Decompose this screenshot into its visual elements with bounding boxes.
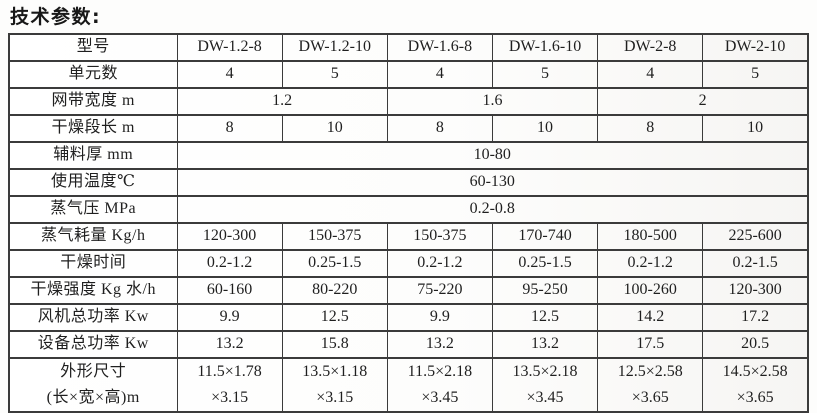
value-cell: 20.5 bbox=[702, 330, 809, 359]
table-row-drying-time: 干燥时间 0.2-1.2 0.25-1.5 0.2-1.2 0.25-1.5 0… bbox=[8, 249, 809, 278]
value-cell: 13.5×1.18 ×3.15 bbox=[281, 357, 388, 413]
value-cell: 15.8 bbox=[281, 330, 388, 359]
param-label: 干燥段长 m bbox=[8, 114, 178, 143]
value-cell: 0.2-1.2 bbox=[176, 249, 283, 278]
table-row-equipment-total-power: 设备总功率 Kw 13.2 15.8 13.2 13.2 17.5 20.5 bbox=[8, 330, 809, 359]
value-cell: 13.5×2.18 ×3.45 bbox=[491, 357, 599, 413]
value-cell: 80-220 bbox=[281, 276, 388, 305]
value-cell: 8 bbox=[386, 114, 493, 143]
value-cell: 11.5×1.78 ×3.15 bbox=[176, 357, 283, 413]
model-name: DW-1.2-8 bbox=[176, 33, 283, 62]
table-row-operating-temperature: 使用温度℃ 60-130 bbox=[8, 168, 809, 197]
value-cell: 13.2 bbox=[386, 330, 493, 359]
value-cell: 8 bbox=[597, 114, 704, 143]
value-cell: 0.25-1.5 bbox=[281, 249, 388, 278]
value-cell: 10 bbox=[702, 114, 809, 143]
row-header-model: 型号 bbox=[8, 33, 178, 62]
value-cell: 2 bbox=[597, 87, 809, 116]
page-title: 技术参数: bbox=[10, 6, 102, 28]
param-label: 单元数 bbox=[8, 60, 178, 89]
value-cell: 4 bbox=[176, 60, 283, 89]
value-cell: 13.2 bbox=[176, 330, 283, 359]
value-cell: 170-740 bbox=[491, 222, 599, 251]
value-cell: 100-260 bbox=[597, 276, 704, 305]
value-cell: 0.2-0.8 bbox=[176, 195, 809, 224]
value-cell: 13.2 bbox=[491, 330, 599, 359]
value-cell: 9.9 bbox=[386, 303, 493, 332]
param-label: 外形尺寸 (长×宽×高)m bbox=[8, 357, 178, 413]
table-row-drying-section-length: 干燥段长 m 8 10 8 10 8 10 bbox=[8, 114, 809, 143]
value-cell: 10-80 bbox=[176, 141, 809, 170]
model-name: DW-2-10 bbox=[702, 33, 809, 62]
param-label: 蒸气耗量 Kg/h bbox=[8, 222, 178, 251]
value-cell: 4 bbox=[597, 60, 704, 89]
param-label: 辅料厚 mm bbox=[8, 141, 178, 170]
value-cell: 0.2-1.5 bbox=[702, 249, 809, 278]
model-name: DW-2-8 bbox=[597, 33, 704, 62]
param-label: 风机总功率 Kw bbox=[8, 303, 178, 332]
table-row-units: 单元数 4 5 4 5 4 5 bbox=[8, 60, 809, 89]
table-row-steam-consumption: 蒸气耗量 Kg/h 120-300 150-375 150-375 170-74… bbox=[8, 222, 809, 251]
spec-table: 型号 DW-1.2-8 DW-1.2-10 DW-1.6-8 DW-1.6-10… bbox=[8, 33, 809, 413]
value-cell: 14.2 bbox=[597, 303, 704, 332]
param-label: 蒸气压 MPa bbox=[8, 195, 178, 224]
table-row-drying-intensity: 干燥强度 Kg 水/h 60-160 80-220 75-220 95-250 … bbox=[8, 276, 809, 305]
value-cell: 12.5×2.58 ×3.65 bbox=[597, 357, 704, 413]
model-name: DW-1.6-8 bbox=[386, 33, 493, 62]
table-row-models: 型号 DW-1.2-8 DW-1.2-10 DW-1.6-8 DW-1.6-10… bbox=[8, 33, 809, 62]
table-row-overall-dimensions: 外形尺寸 (长×宽×高)m 11.5×1.78 ×3.15 13.5×1.18 … bbox=[8, 357, 809, 413]
value-cell: 225-600 bbox=[702, 222, 809, 251]
table-row-material-thickness: 辅料厚 mm 10-80 bbox=[8, 141, 809, 170]
value-cell: 5 bbox=[491, 60, 599, 89]
value-cell: 12.5 bbox=[281, 303, 388, 332]
value-cell: 17.2 bbox=[702, 303, 809, 332]
value-cell: 150-375 bbox=[281, 222, 388, 251]
value-cell: 75-220 bbox=[386, 276, 493, 305]
value-cell: 120-300 bbox=[702, 276, 809, 305]
param-label: 网带宽度 m bbox=[8, 87, 178, 116]
table-row-fan-total-power: 风机总功率 Kw 9.9 12.5 9.9 12.5 14.2 17.2 bbox=[8, 303, 809, 332]
value-cell: 0.2-1.2 bbox=[597, 249, 704, 278]
param-label: 干燥强度 Kg 水/h bbox=[8, 276, 178, 305]
value-cell: 60-160 bbox=[176, 276, 283, 305]
model-name: DW-1.6-10 bbox=[491, 33, 599, 62]
value-cell: 1.6 bbox=[386, 87, 599, 116]
value-cell: 1.2 bbox=[176, 87, 388, 116]
value-cell: 150-375 bbox=[386, 222, 493, 251]
value-cell: 14.5×2.58 ×3.65 bbox=[702, 357, 809, 413]
model-name: DW-1.2-10 bbox=[281, 33, 388, 62]
table-row-steam-pressure: 蒸气压 MPa 0.2-0.8 bbox=[8, 195, 809, 224]
value-cell: 180-500 bbox=[597, 222, 704, 251]
value-cell: 95-250 bbox=[491, 276, 599, 305]
param-label: 干燥时间 bbox=[8, 249, 178, 278]
value-cell: 60-130 bbox=[176, 168, 809, 197]
value-cell: 5 bbox=[281, 60, 388, 89]
value-cell: 10 bbox=[281, 114, 388, 143]
table-row-belt-width: 网带宽度 m 1.2 1.6 2 bbox=[8, 87, 809, 116]
value-cell: 10 bbox=[491, 114, 599, 143]
value-cell: 8 bbox=[176, 114, 283, 143]
value-cell: 4 bbox=[386, 60, 493, 89]
value-cell: 0.25-1.5 bbox=[491, 249, 599, 278]
value-cell: 0.2-1.2 bbox=[386, 249, 493, 278]
param-label: 使用温度℃ bbox=[8, 168, 178, 197]
value-cell: 5 bbox=[702, 60, 809, 89]
value-cell: 11.5×2.18 ×3.45 bbox=[386, 357, 493, 413]
value-cell: 12.5 bbox=[491, 303, 599, 332]
value-cell: 9.9 bbox=[176, 303, 283, 332]
param-label: 设备总功率 Kw bbox=[8, 330, 178, 359]
value-cell: 17.5 bbox=[597, 330, 704, 359]
value-cell: 120-300 bbox=[176, 222, 283, 251]
